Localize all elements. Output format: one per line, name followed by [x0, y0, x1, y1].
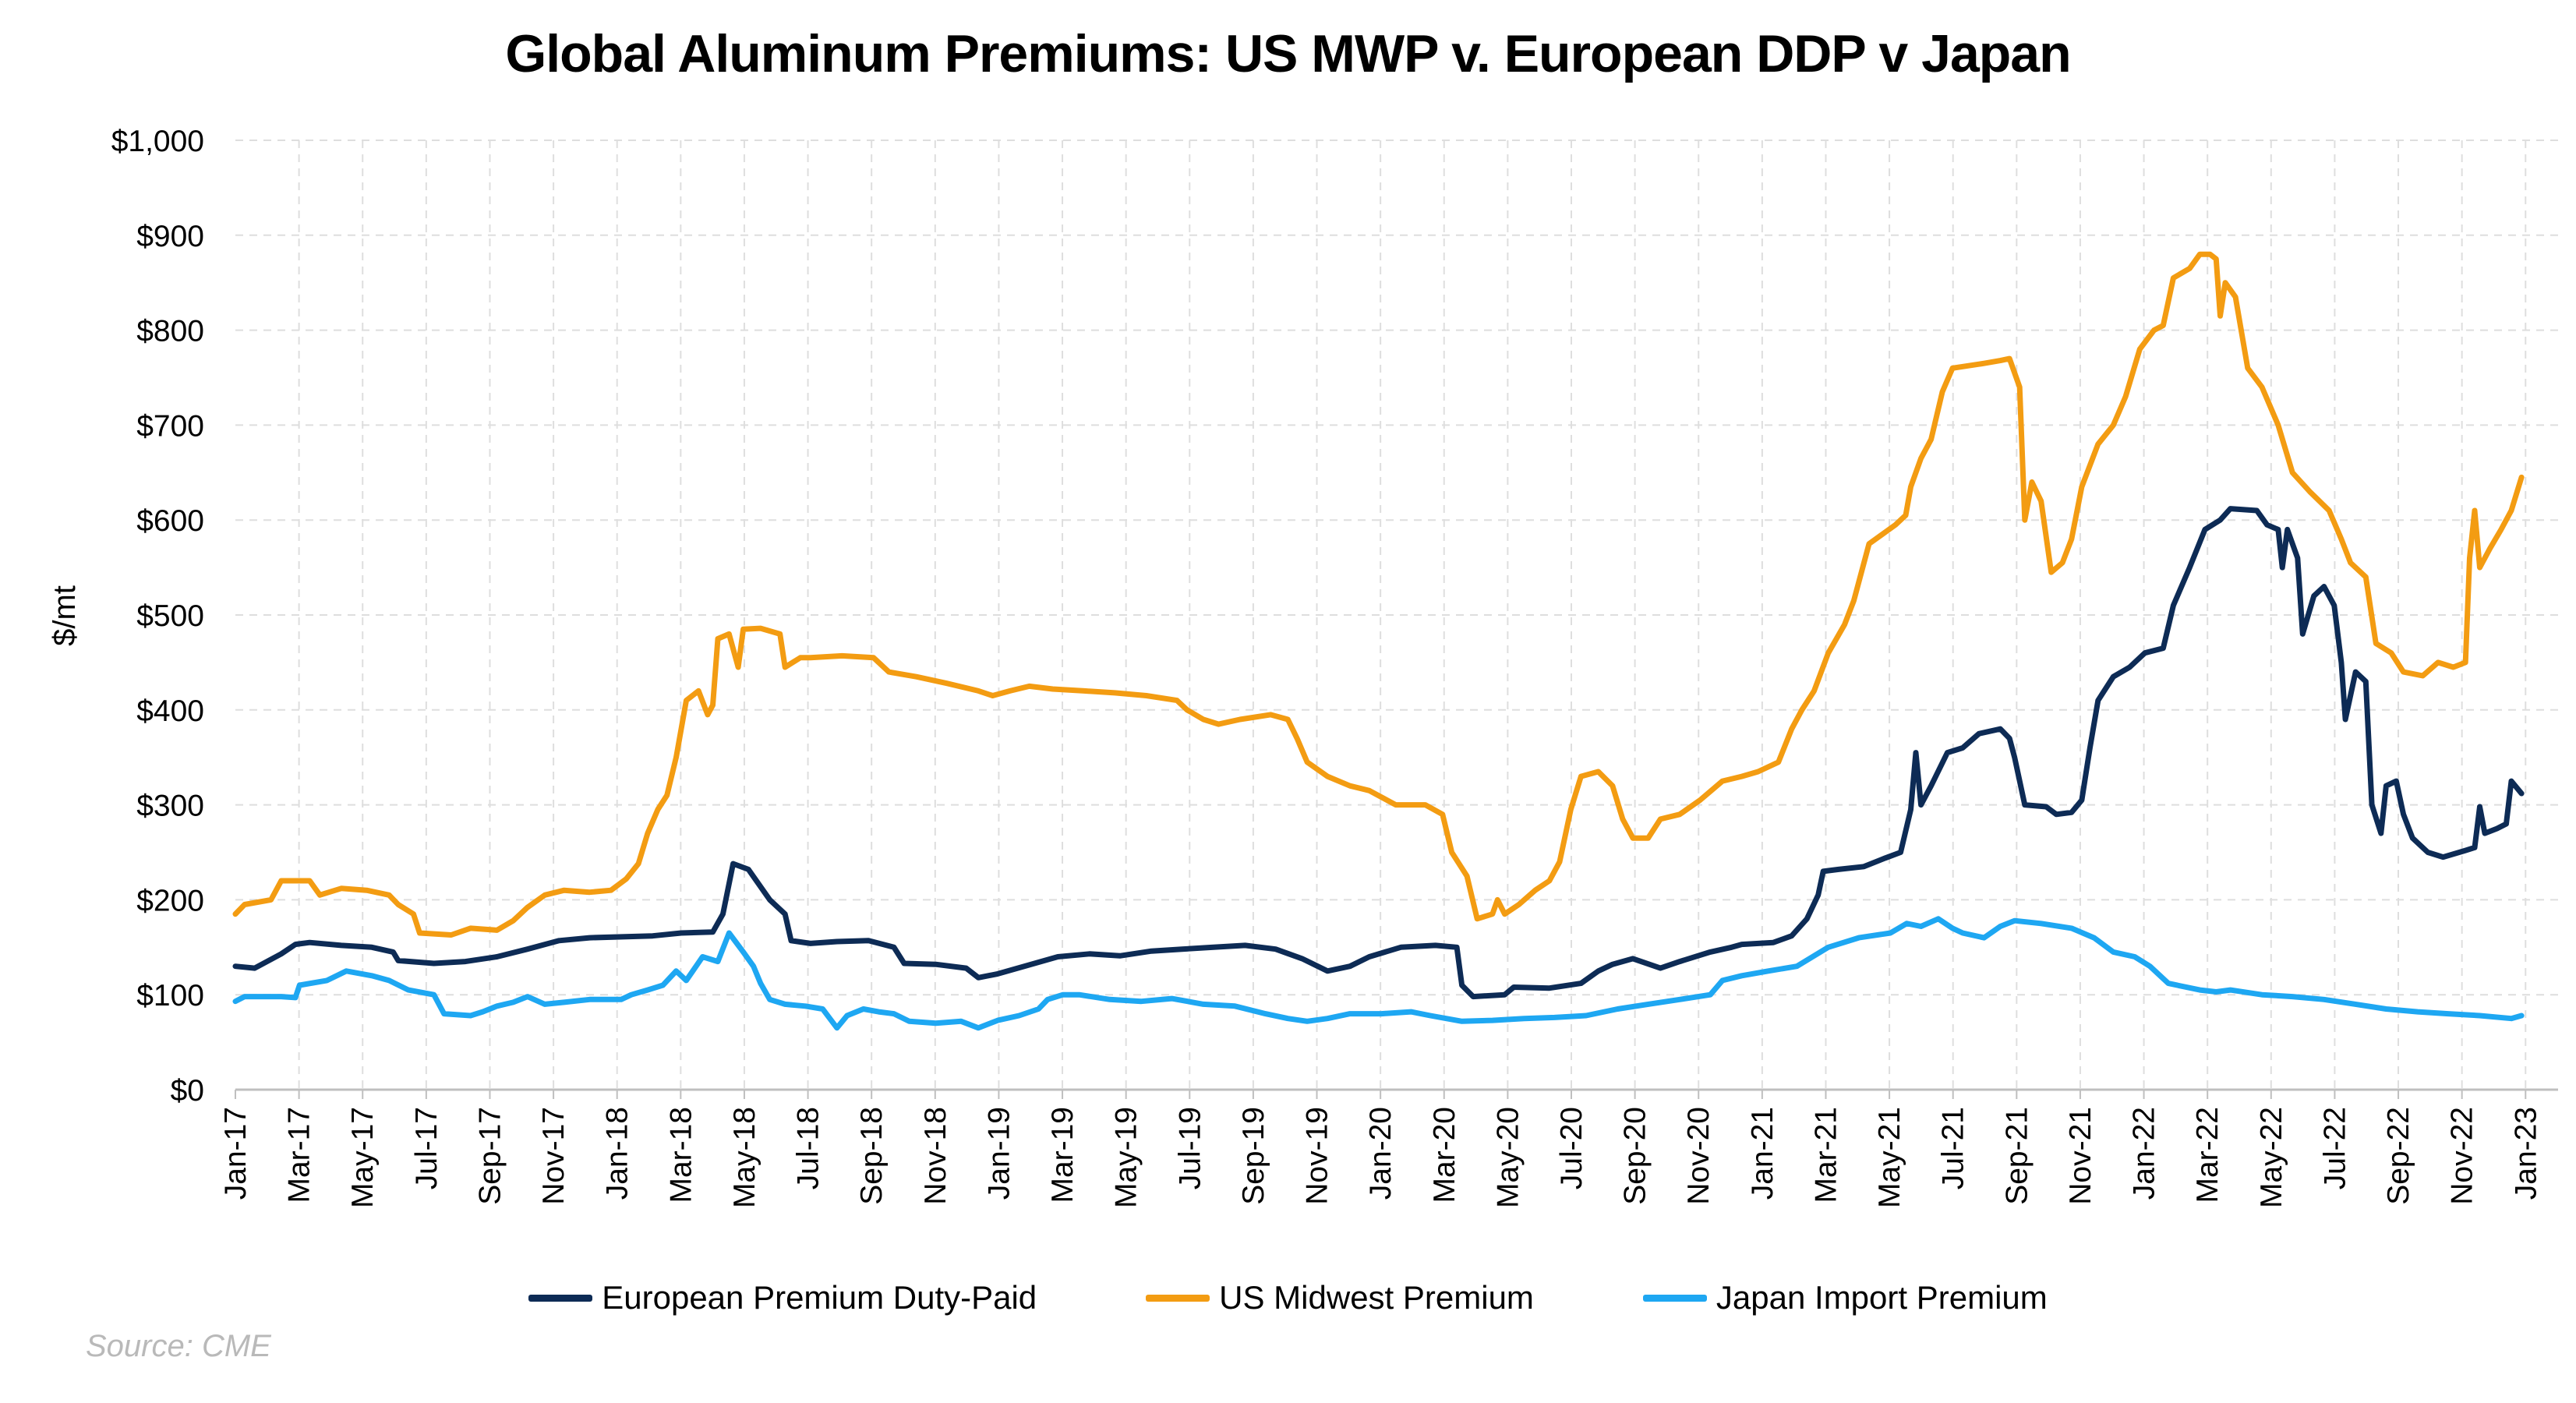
source-note: Source: CME	[86, 1329, 271, 1363]
legend-item-us-midwest: US Midwest Premium	[1146, 1279, 1534, 1316]
legend: European Premium Duty-Paid US Midwest Pr…	[0, 1274, 2576, 1321]
legend-swatch-us-midwest	[1146, 1294, 1210, 1302]
y-axis-label: $/mt	[48, 585, 82, 646]
legend-label-european: European Premium Duty-Paid	[602, 1279, 1037, 1316]
x-tick-label: Jan-23	[2509, 1107, 2542, 1200]
x-tick-label: Mar-21	[1809, 1107, 1843, 1203]
x-tick-label: Sep-20	[1619, 1107, 1652, 1205]
y-tick-label: $900	[136, 220, 204, 253]
series-layer	[232, 251, 2525, 1031]
x-tick-label: Jul-18	[792, 1107, 825, 1189]
x-tick-label: Nov-19	[1301, 1107, 1334, 1205]
grid-layer	[235, 140, 2558, 1090]
x-tick-label: Jan-21	[1746, 1107, 1779, 1200]
legend-label-japan: Japan Import Premium	[1716, 1279, 2048, 1316]
x-tick-label: Nov-20	[1682, 1107, 1716, 1205]
x-tick-label: Mar-18	[664, 1107, 698, 1203]
x-tick-label: Mar-17	[283, 1107, 316, 1203]
x-tick-label: May-22	[2255, 1107, 2288, 1208]
x-tick-label: Sep-22	[2382, 1107, 2415, 1205]
x-tick-label: May-20	[1491, 1107, 1525, 1208]
y-tick-label: $400	[136, 694, 204, 728]
x-tick-label: Sep-19	[1237, 1107, 1270, 1205]
legend-swatch-japan	[1642, 1294, 1707, 1302]
y-tick-label: $700	[136, 409, 204, 443]
y-tick-label: $600	[136, 504, 204, 538]
y-tick-label: $800	[136, 315, 204, 348]
y-tick-label: $0	[171, 1074, 204, 1108]
legend-item-european: European Premium Duty-Paid	[528, 1279, 1037, 1316]
series-line-2	[232, 916, 2525, 1031]
x-tick-label: Sep-21	[2000, 1107, 2034, 1205]
y-tick-label: $1,000	[111, 125, 204, 158]
x-tick-label: Nov-22	[2446, 1107, 2479, 1205]
x-tick-label: Mar-20	[1428, 1107, 1461, 1203]
x-tick-label: Sep-17	[473, 1107, 507, 1205]
y-tick-label: $100	[136, 979, 204, 1012]
x-tick-label: May-17	[346, 1107, 380, 1208]
x-tick-label: Jan-19	[982, 1107, 1016, 1200]
y-axis-ticks: $0 $100 $200 $300 $400 $500 $600 $700 $800 $900 $1…	[111, 125, 204, 1108]
x-tick-label: Jul-20	[1555, 1107, 1588, 1189]
x-tick-label: Sep-18	[855, 1107, 889, 1205]
x-tick-label: Nov-21	[2064, 1107, 2097, 1205]
x-tick-label: Mar-22	[2191, 1107, 2224, 1203]
x-axis-ticks: Jan-17 Mar-17 May-17 Jul-17 Sep-17 Nov-17 Jan-…	[219, 1088, 2558, 1208]
x-tick-label: Nov-18	[919, 1107, 952, 1205]
x-tick-label: Jul-19	[1173, 1107, 1207, 1189]
x-tick-label: Jan-20	[1364, 1107, 1398, 1200]
y-tick-label: $500	[136, 599, 204, 633]
x-tick-label: Jul-21	[1937, 1107, 1970, 1189]
x-tick-label: Nov-17	[537, 1107, 571, 1205]
x-tick-label: May-19	[1110, 1107, 1143, 1208]
legend-label-us-midwest: US Midwest Premium	[1219, 1279, 1534, 1316]
x-tick-label: Jan-22	[2128, 1107, 2161, 1200]
x-tick-label: May-21	[1873, 1107, 1906, 1208]
x-tick-label: Jul-22	[2318, 1107, 2352, 1189]
x-tick-label: May-18	[728, 1107, 761, 1208]
legend-item-japan: Japan Import Premium	[1642, 1279, 2048, 1316]
chart-title: Global Aluminum Premiums: US MWP v. Euro…	[505, 24, 2071, 83]
y-tick-label: $300	[136, 790, 204, 823]
x-tick-label: Mar-19	[1046, 1107, 1080, 1203]
x-tick-label: Jan-18	[601, 1107, 634, 1200]
x-tick-label: Jan-17	[219, 1107, 253, 1200]
x-tick-label: Jul-17	[410, 1107, 443, 1189]
series-line-0	[232, 506, 2525, 1000]
legend-swatch-european	[528, 1294, 593, 1302]
series-line-1	[232, 251, 2525, 938]
y-tick-label: $200	[136, 884, 204, 917]
